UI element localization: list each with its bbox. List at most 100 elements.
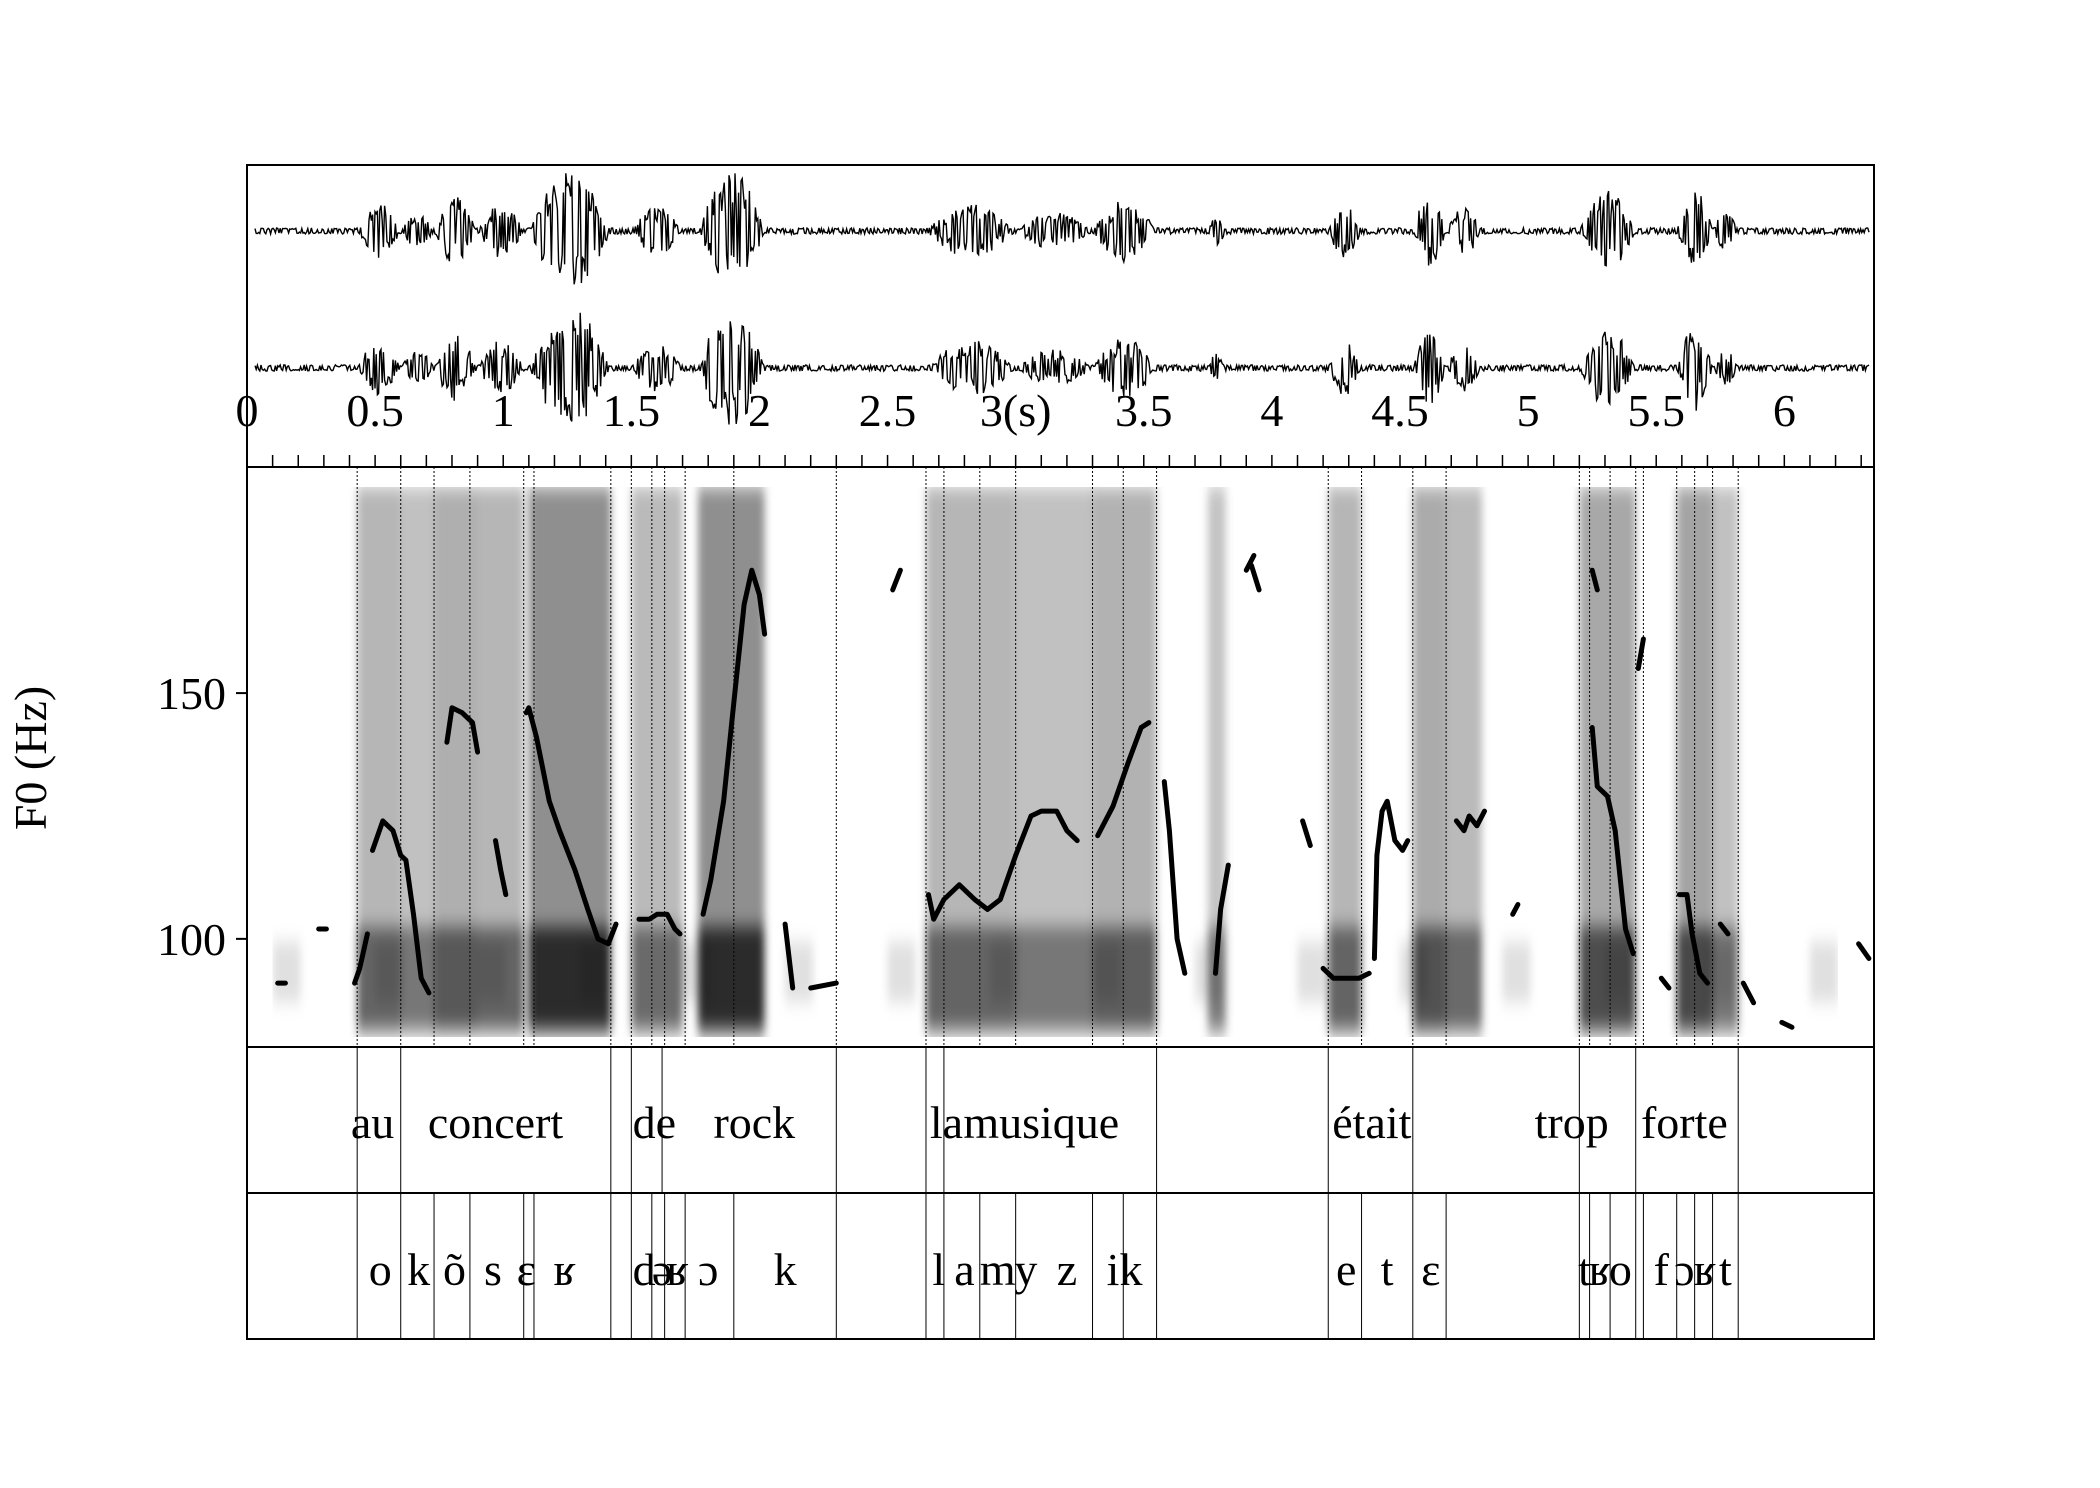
phone-label: o <box>1609 1244 1632 1295</box>
word-label: au <box>351 1097 394 1148</box>
x-tick-label: 4 <box>1260 385 1283 436</box>
phone-label: l <box>932 1244 945 1295</box>
phone-label: e <box>1336 1244 1356 1295</box>
phone-tier-frame <box>246 1192 1875 1340</box>
phone-label: ʁ <box>666 1244 688 1295</box>
x-tick-label: 1 <box>492 385 515 436</box>
f0-segment <box>1510 902 1521 917</box>
spectrogram-noise <box>272 942 301 1002</box>
f0-segment <box>493 838 509 898</box>
phone-label: ʁ <box>1589 1244 1611 1295</box>
spectrogram-noise <box>990 942 1019 1002</box>
f0-segment <box>808 980 839 991</box>
f0-segment <box>700 567 768 917</box>
f0-segment <box>1676 892 1710 986</box>
phone-label: ʁ <box>553 1244 575 1295</box>
segment-boundary-lines <box>356 467 1739 1047</box>
f0-segment <box>1635 636 1646 671</box>
spectrogram-noise <box>1092 942 1121 1002</box>
f0-contour <box>275 553 1872 1030</box>
phone-label: t <box>1719 1244 1732 1295</box>
spectrogram-noise <box>1809 942 1838 1002</box>
waveform-channel-2 <box>254 312 1870 425</box>
spectrogram-noise <box>682 942 711 1002</box>
phone-label: t <box>1578 1244 1591 1295</box>
x-tick-label: 5.5 <box>1627 385 1685 436</box>
spectrogram-low-energy <box>1446 927 1482 1027</box>
word-label: rock <box>713 1097 795 1148</box>
y-tick-label: 100 <box>157 914 226 965</box>
x-tick-label: 6 <box>1773 385 1796 436</box>
f0-segment <box>523 705 619 947</box>
y-tick-label: 150 <box>157 668 226 719</box>
word-label: forte <box>1641 1097 1728 1148</box>
phone-label: f <box>1654 1244 1670 1295</box>
x-tick-label: 1.5 <box>603 385 661 436</box>
spectrogram-low-energy <box>631 927 683 1027</box>
f0-segment <box>890 567 903 593</box>
f0-segment <box>636 911 683 937</box>
f0-segment <box>1717 921 1731 937</box>
f0-segment <box>1300 818 1313 848</box>
spectrogram-noise <box>375 942 404 1002</box>
y-axis-label: F0 (Hz) <box>5 686 56 830</box>
x-tick-label: 5 <box>1517 385 1540 436</box>
x-tick-label: 4.5 <box>1371 385 1429 436</box>
f0-segment <box>782 921 796 991</box>
spectrogram-noise <box>1604 942 1633 1002</box>
phone-label: ʁ <box>1694 1244 1716 1295</box>
f0-segment <box>1740 980 1757 1006</box>
x-tick-label: 0 <box>236 385 259 436</box>
f0-segment <box>370 818 432 996</box>
f0-segment <box>444 705 481 755</box>
f0-segment <box>1856 941 1872 961</box>
phone-label: o <box>369 1244 392 1295</box>
f0-segment <box>352 931 370 986</box>
f0-segment <box>1658 975 1672 991</box>
x-tick-label: 2.5 <box>859 385 917 436</box>
spectrogram-low-energy <box>434 927 478 1027</box>
phone-label: ɔ <box>1674 1244 1694 1295</box>
time-axis: 0 0.5 1 1.5 2 2.5 3(s) 3.5 4 4.5 5 5.5 6 <box>236 385 1862 467</box>
f0-segment <box>1243 553 1257 573</box>
spectrogram-noise <box>887 942 916 1002</box>
word-label: trop <box>1535 1097 1609 1148</box>
f0-segment <box>926 808 1080 922</box>
word-label: était <box>1332 1097 1411 1148</box>
spectrogram-noise <box>1707 942 1736 1002</box>
word-label: de <box>633 1097 676 1148</box>
f0-segment <box>1161 779 1188 976</box>
phone-label: ɛ <box>517 1244 536 1295</box>
spectrogram <box>272 487 1838 1037</box>
spectrogram-panel: 100 150 F0 (Hz) <box>5 466 1875 1048</box>
phone-label: k <box>774 1244 797 1295</box>
f0-segment <box>1779 1019 1795 1030</box>
phone-label: ɛ <box>1421 1244 1440 1295</box>
word-label: concert <box>428 1097 564 1148</box>
waveform-panel: 0 0.5 1 1.5 2 2.5 3(s) 3.5 4 4.5 5 5.5 6 <box>236 164 1875 468</box>
f0-segment <box>1320 965 1372 981</box>
spectrogram-noise <box>477 942 506 1002</box>
f0-segment <box>1589 567 1600 593</box>
spectrogram-noise <box>1502 942 1531 1002</box>
phone-label: s <box>484 1244 502 1295</box>
phone-label: k <box>407 1244 430 1295</box>
x-tick-label: 0.5 <box>346 385 404 436</box>
x-tick-label: 3(s) <box>980 385 1052 436</box>
phone-label: y <box>1014 1244 1037 1295</box>
f0-axis: 100 150 <box>157 668 247 965</box>
word-label: musique <box>963 1097 1119 1148</box>
phone-label: õ <box>443 1244 466 1295</box>
phone-label: a <box>954 1244 974 1295</box>
spectrogram-noise <box>580 942 609 1002</box>
phone-label: m <box>980 1244 1016 1295</box>
f0-segment <box>1095 720 1152 839</box>
f0-segment <box>1213 862 1231 976</box>
spectrogram-noise <box>1297 942 1326 1002</box>
phone-label: d <box>633 1244 656 1295</box>
f0-segment <box>1248 562 1262 593</box>
waveform-channel-1 <box>254 173 1870 285</box>
